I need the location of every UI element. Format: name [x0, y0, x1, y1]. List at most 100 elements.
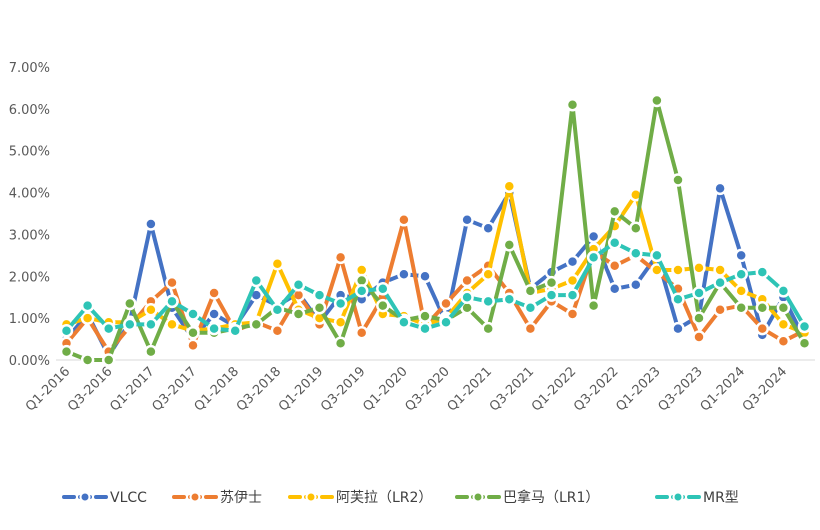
- data-point: [312, 288, 327, 302]
- data-point: [418, 321, 432, 336]
- data-point: [59, 323, 74, 338]
- data-point: [80, 353, 95, 367]
- data-point: [376, 282, 390, 296]
- data-point: [354, 326, 369, 340]
- data-point: [333, 250, 348, 265]
- data-point: [671, 263, 685, 277]
- legend-item: 阿芙拉（LR2）: [288, 489, 432, 506]
- data-point: [101, 353, 116, 367]
- data-point: [80, 311, 95, 325]
- data-point: [565, 273, 580, 288]
- data-point: [144, 317, 158, 332]
- data-point: [776, 334, 791, 348]
- data-point: [481, 221, 495, 235]
- x-tick-label: Q1-2020: [360, 364, 410, 414]
- data-point: [123, 317, 137, 332]
- data-point: [123, 296, 137, 311]
- data-point: [418, 309, 432, 323]
- x-tick-label: Q3-2024: [740, 364, 790, 414]
- legend-label: VLCC: [110, 490, 147, 506]
- data-point: [713, 303, 727, 317]
- data-point: [607, 204, 622, 219]
- data-point: [713, 181, 727, 196]
- x-axis-tick-labels: Q1-2016Q3-2016Q1-2017Q3-2017Q1-2018Q3-20…: [23, 364, 790, 414]
- legend-swatch-marker: [672, 491, 684, 503]
- data-point: [460, 213, 474, 227]
- data-point: [165, 275, 179, 290]
- data-point: [713, 275, 727, 290]
- data-point: [629, 246, 643, 261]
- legend-swatch-marker: [305, 491, 317, 503]
- legend-item: 苏伊士: [172, 490, 262, 506]
- x-tick-label: Q1-2022: [529, 364, 579, 414]
- data-point: [692, 311, 706, 325]
- data-point: [439, 315, 453, 330]
- data-point: [523, 284, 538, 298]
- data-point: [797, 336, 812, 351]
- data-point: [502, 179, 517, 194]
- data-point: [650, 93, 664, 108]
- data-point: [671, 321, 685, 336]
- data-point: [186, 338, 200, 353]
- data-point: [228, 323, 242, 338]
- data-point: [144, 344, 158, 359]
- data-point: [418, 269, 432, 284]
- data-point: [291, 277, 306, 292]
- x-tick-label: Q3-2021: [487, 364, 537, 414]
- y-axis-tick-labels: 0.00% 1.00% 2.00% 3.00% 4.00% 5.00% 6.00% 7.00%: [9, 61, 50, 369]
- x-tick-label: Q3-2020: [402, 364, 452, 414]
- data-point: [565, 97, 580, 112]
- x-tick-label: Q1-2021: [445, 364, 495, 414]
- data-point: [650, 248, 664, 263]
- data-point: [270, 303, 285, 317]
- data-point: [460, 273, 474, 288]
- x-tick-label: Q3-2022: [571, 364, 621, 414]
- chart-series: [59, 93, 812, 367]
- data-point: [460, 290, 474, 304]
- data-point: [544, 288, 559, 302]
- series-4: [59, 236, 812, 338]
- data-point: [586, 298, 601, 313]
- data-point: [144, 217, 158, 231]
- x-tick-label: Q1-2019: [276, 364, 326, 414]
- legend-label: MR型: [703, 490, 739, 506]
- data-point: [523, 300, 538, 315]
- data-point: [776, 300, 791, 315]
- y-tick-label: 4.00%: [9, 187, 50, 202]
- data-point: [376, 298, 390, 313]
- data-point: [671, 173, 685, 187]
- data-point: [797, 319, 812, 334]
- data-point: [776, 284, 791, 298]
- data-point: [544, 275, 559, 290]
- data-point: [101, 321, 116, 336]
- data-point: [333, 336, 348, 351]
- legend-item: VLCC: [62, 490, 147, 506]
- data-point: [207, 321, 221, 336]
- data-point: [186, 326, 200, 340]
- x-tick-label: Q3-2019: [318, 364, 368, 414]
- data-point: [713, 263, 727, 277]
- data-point: [481, 321, 495, 336]
- y-tick-label: 5.00%: [9, 145, 50, 160]
- series-1: [59, 213, 812, 359]
- legend-label: 苏伊士: [220, 490, 262, 506]
- x-tick-label: Q1-2024: [698, 364, 748, 414]
- data-point: [502, 292, 517, 307]
- data-point: [523, 321, 538, 336]
- legend-item: 巴拿马（LR1）: [455, 489, 599, 506]
- y-tick-label: 0.00%: [9, 354, 50, 369]
- data-point: [565, 288, 580, 302]
- legend-label: 巴拿马（LR1）: [503, 489, 599, 506]
- data-point: [734, 267, 748, 281]
- data-point: [734, 300, 748, 315]
- legend-swatch-marker: [472, 491, 484, 503]
- data-point: [481, 294, 495, 309]
- data-point: [207, 286, 221, 300]
- data-point: [354, 284, 369, 298]
- data-point: [629, 277, 643, 292]
- data-point: [312, 300, 327, 315]
- x-tick-label: Q1-2017: [107, 364, 157, 414]
- x-tick-label: Q3-2016: [65, 364, 115, 414]
- x-tick-label: Q1-2016: [23, 364, 73, 414]
